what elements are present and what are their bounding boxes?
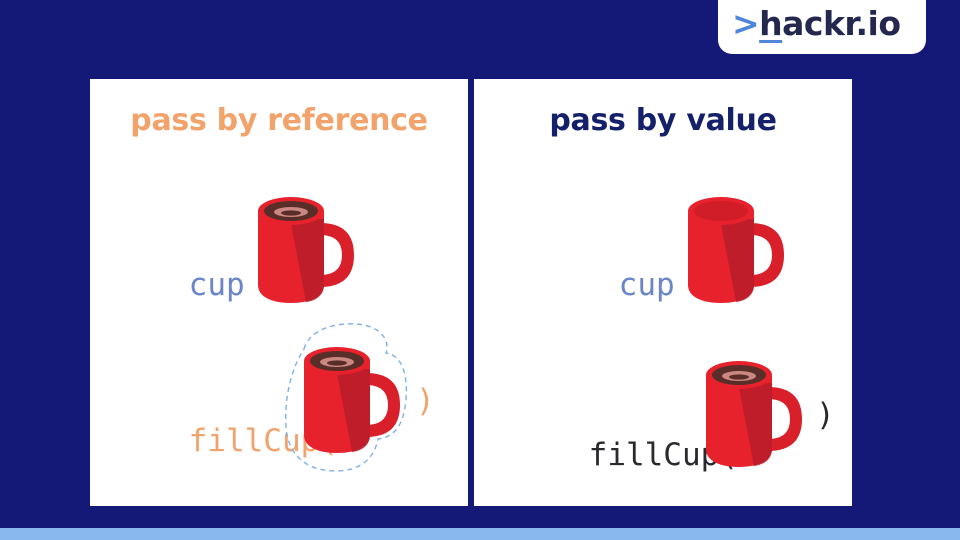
pass-by-value-panel: pass by value cup = fillCup( ) [474,79,852,506]
reference-mug-outline-icon [284,323,408,472]
logo-arrow: > [732,4,760,43]
value-full-mug-icon [706,361,802,467]
logo-rest: ackr.io [782,4,901,43]
value-cup-variable: cup [618,267,675,303]
value-empty-mug-icon [688,197,784,303]
reference-cup-variable: cup [188,267,245,303]
value-close-paren: ) [816,397,835,433]
logo-text: >hackr.io [732,2,901,46]
reference-close-paren: ) [416,383,435,419]
pass-by-reference-panel: pass by reference cup = fillCup( ) [90,79,468,506]
bottom-strip [0,528,960,540]
pass-by-reference-heading: pass by reference [130,103,428,138]
reference-full-mug-icon [258,197,354,303]
logo-h: h [759,4,783,43]
hackr-logo[interactable]: >hackr.io [718,0,926,54]
pass-by-value-heading: pass by value [549,103,777,138]
